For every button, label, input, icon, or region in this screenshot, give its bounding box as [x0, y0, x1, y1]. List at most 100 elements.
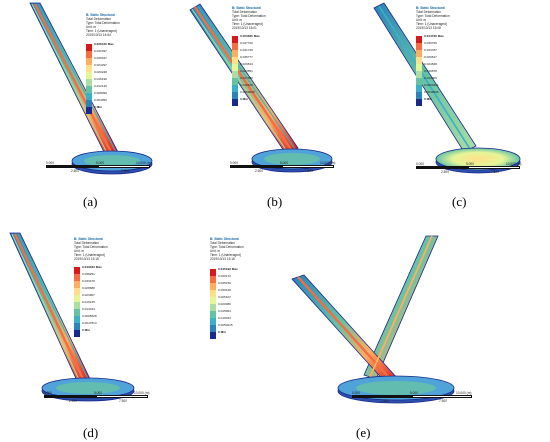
legend-value: 0.035150 — [218, 281, 231, 285]
legend-value: 0.030128 — [218, 288, 231, 292]
scale-label: 5.000 — [94, 391, 102, 395]
legend-min: 0 Min — [240, 97, 248, 101]
scale-label: 10.000 (m) — [506, 162, 522, 166]
result-type: Type: Total Deformation — [86, 21, 120, 25]
date: 2019/10/13 14:54 — [86, 33, 111, 37]
legend-swatch — [210, 318, 216, 325]
time: Time: 1 (Unaveraged) — [416, 22, 447, 26]
result-type: Type: Total Deformation — [232, 14, 266, 18]
analysis-title: B: Static Structural — [210, 237, 239, 241]
scale-bar-dark — [416, 166, 468, 169]
scale-bar-dark — [230, 165, 282, 168]
legend-value: 0.034787 — [424, 48, 437, 52]
result-type: Type: Total Deformation — [74, 245, 108, 249]
legend-min: 0 Min — [424, 97, 432, 101]
legend-swatch — [232, 71, 238, 78]
scale-bar-dark — [352, 395, 412, 398]
date: 2019/10/13 15:16 — [210, 257, 235, 261]
legend-swatch — [210, 311, 216, 318]
legend-value: 0.011926 — [240, 83, 253, 87]
legend-swatch — [416, 43, 422, 50]
legend-swatch — [232, 85, 238, 92]
scale-label: 5.000 — [410, 391, 418, 395]
time: Time: 1 (Unaveraged) — [210, 253, 241, 257]
color-legend — [210, 269, 216, 339]
legend-value: 0.020248 — [94, 70, 107, 74]
legend-value: 0.039756 — [424, 41, 437, 45]
scale-label: 0.000 — [352, 391, 360, 395]
model-render — [9, 232, 135, 402]
legend-min: 0 Min — [94, 105, 102, 109]
legend-value: 0.041739 — [240, 48, 253, 52]
scale-label: 10.000 (m) — [456, 391, 472, 395]
legend-value: 0.015064 — [218, 309, 231, 313]
legend-swatch — [232, 99, 238, 106]
scale-bar-light — [98, 165, 150, 168]
scale-label: 7.500 — [121, 169, 129, 173]
time: Time: 1 (Unaveraged) — [74, 253, 105, 257]
legend-swatch — [210, 276, 216, 283]
unit: Unit: m — [416, 18, 427, 22]
date: 2019/10/13 15:01 — [232, 26, 257, 30]
legend-labels: 0.045193 Max 0.040172 0.035150 0.030128 … — [218, 266, 238, 336]
legend-value: 0.004050 — [94, 98, 107, 102]
legend-swatch — [232, 92, 238, 99]
legend-swatch — [416, 71, 422, 78]
legend-swatch — [74, 274, 80, 281]
scale-label: 2.500 — [71, 169, 79, 173]
analysis-title: B: Static Structural — [232, 6, 261, 10]
result-header: B: Static Structural Total Deformation T… — [74, 237, 108, 261]
legend-value: 0.038251 — [82, 272, 95, 276]
legend-swatch — [86, 107, 92, 114]
unit: Unit: m — [74, 249, 85, 253]
scale-bar: 0.000 5.000 10.000 (m) 2.500 7.500 — [44, 391, 150, 405]
scale-label: 5.000 — [466, 162, 474, 166]
scale-bar: 0.000 5.000 10.000 (m) 2.500 7.500 — [352, 391, 472, 405]
legend-max: 0.045193 Max — [218, 267, 238, 271]
legend-swatch — [86, 79, 92, 86]
legend-min: 0 Min — [82, 328, 90, 332]
result-header: B: Static Structural Total Deformation T… — [416, 6, 450, 30]
legend-value: 0.0059628 — [240, 90, 255, 94]
scale-label: 10.000 (m) — [134, 391, 150, 395]
scale-label: 7.500 — [439, 399, 447, 403]
figure-caption: (a) — [83, 194, 98, 209]
scale-label: 7.500 — [305, 169, 313, 173]
legend-value: 0.008099 — [94, 91, 107, 95]
analysis-title: B: Static Structural — [416, 6, 445, 10]
legend-swatch — [74, 295, 80, 302]
scale-bar-light — [412, 395, 472, 398]
legend-swatch — [416, 64, 422, 71]
time: Time: 1 (Unaveraged) — [86, 29, 117, 33]
legend-swatch — [416, 50, 422, 57]
legend-value: 0.029814 — [240, 62, 253, 66]
time: Time: 1 (Unaveraged) — [232, 22, 263, 26]
legend-value: 0.017888 — [240, 76, 253, 80]
legend-value: 0.029817 — [424, 55, 437, 59]
scale-label: 5.000 — [96, 161, 104, 165]
legend-swatch — [416, 99, 422, 106]
legend-swatch — [416, 36, 422, 43]
legend-max: 0.044726 Max — [424, 34, 444, 38]
result-type: Type: Total Deformation — [416, 14, 450, 18]
legend-value: 0.040172 — [218, 274, 231, 278]
panel-b: B: Static Structural Total Deformation T… — [188, 0, 340, 180]
legend-labels: 0.053665 Max 0.047702 0.041739 0.035777 … — [240, 33, 260, 103]
scale-bar: 0.000 5.000 10.000 (m) 2.500 7.500 — [46, 161, 151, 175]
legend-swatch — [210, 304, 216, 311]
legend-value: 0.016198 — [94, 77, 107, 81]
legend-value: 0.023851 — [240, 69, 253, 73]
scale-bar-dark — [46, 165, 98, 168]
legend-swatch — [210, 269, 216, 276]
result-header: B: Static Structural Total Deformation T… — [232, 6, 266, 30]
legend-swatch — [416, 78, 422, 85]
legend-swatch — [232, 57, 238, 64]
scale-bar: 0.000 5.000 10.000 (m) 2.500 7.500 — [416, 162, 522, 176]
color-legend — [86, 44, 92, 114]
legend-value: 0.019125 — [82, 300, 95, 304]
legend-value: 0.024297 — [94, 63, 107, 67]
scale-bar-light — [282, 165, 334, 168]
legend-swatch — [86, 86, 92, 93]
scale-bar: 0.000 5.000 10.000 (m) 2.500 7.500 — [230, 161, 335, 175]
legend-swatch — [210, 297, 216, 304]
